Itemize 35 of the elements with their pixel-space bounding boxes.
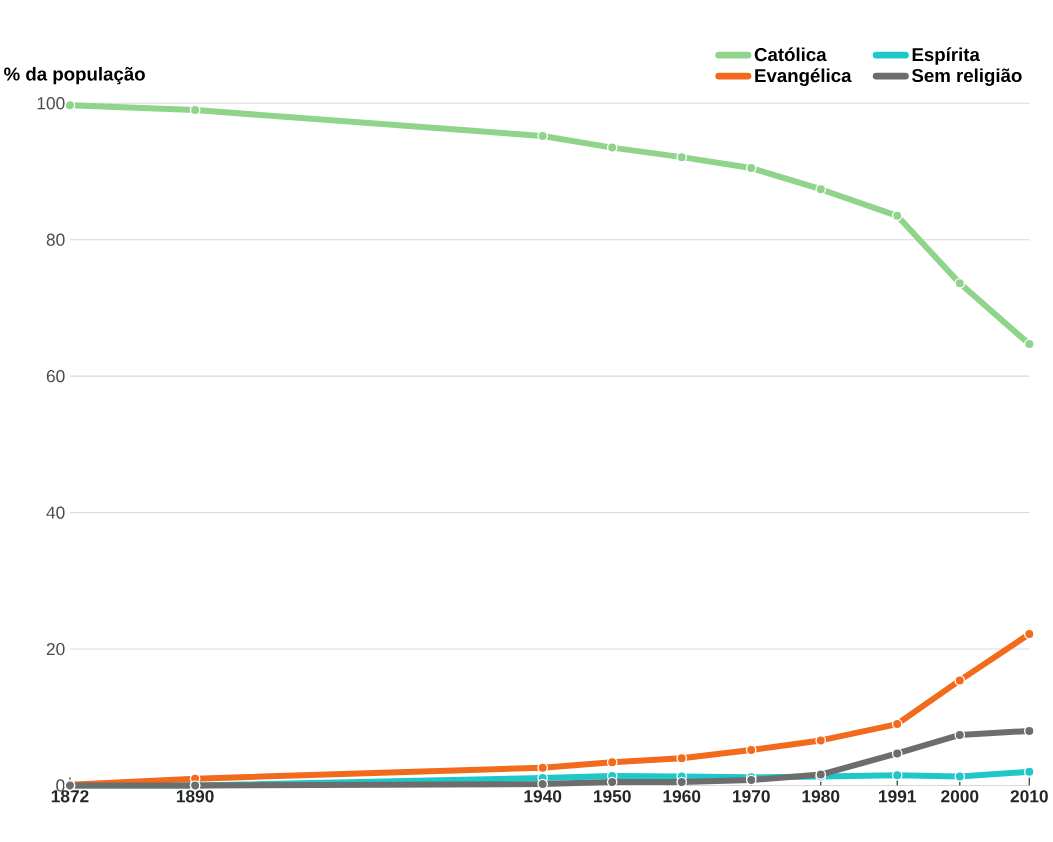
legend-label: Católica [754,47,827,61]
x-tick-label: 2000 [941,789,979,803]
legend-label: Espírita [912,47,980,65]
point [606,142,618,153]
y-axis-title: % da população [4,66,145,85]
point [676,752,688,764]
x-tick-label: 1872 [51,789,89,803]
legend-label: Evangélica [755,68,852,86]
point [1023,628,1035,640]
point [954,771,966,782]
point [537,762,549,773]
point [815,183,827,195]
y-tick-label: 40 [46,506,65,519]
x-tick-label: 1940 [524,789,562,803]
x-tick-label: 1890 [176,789,214,803]
x-tick-label: 2010 [1010,789,1048,803]
x-tick-label: 1991 [879,789,916,803]
legend-label: Sem religião [911,68,1022,86]
point [815,734,827,746]
x-tick-label: 1970 [733,789,770,803]
y-tick-label: 0 [56,779,65,792]
point [954,277,966,289]
point [891,747,903,759]
point [606,756,618,768]
point [1023,766,1035,777]
point [954,674,966,686]
y-tick-label: 60 [46,369,65,383]
x-tick-label: 1960 [663,789,701,803]
y-tick-label: 80 [46,233,65,246]
y-tick-label: 20 [46,642,65,655]
x-tick-label: 1980 [802,789,840,803]
x-tick-label: 1950 [594,789,631,803]
point [891,769,903,781]
point [891,210,903,221]
y-tick-label: 100 [37,96,65,110]
